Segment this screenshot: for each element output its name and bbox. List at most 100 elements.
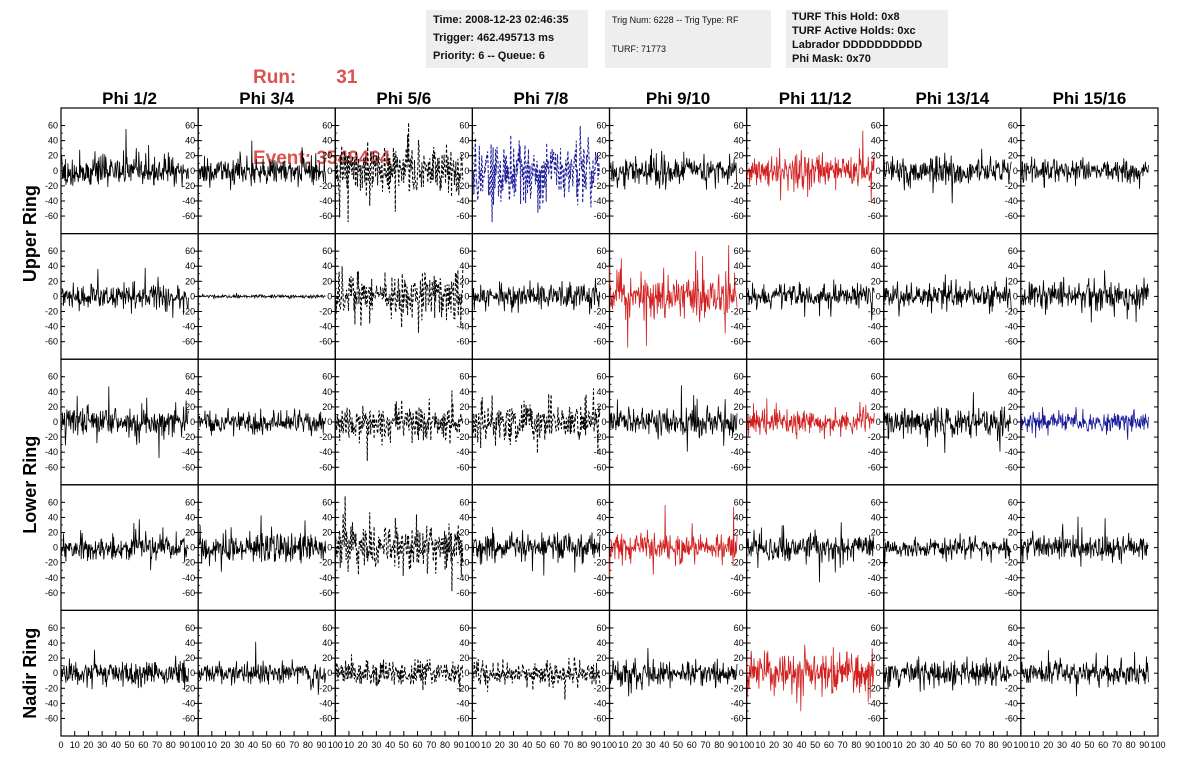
x-tick-label: 90: [1139, 740, 1149, 750]
y-tick-label: 20: [1008, 528, 1018, 538]
x-tick-label: 30: [646, 740, 656, 750]
y-tick-label: -20: [731, 181, 744, 191]
y-tick-label: 20: [1008, 151, 1018, 161]
y-tick-label: -40: [731, 447, 744, 457]
y-tick-label: -20: [319, 683, 332, 693]
y-tick-label: -20: [1005, 432, 1018, 442]
y-tick-label: 0: [1013, 166, 1018, 176]
y-tick-label: 0: [601, 166, 606, 176]
waveform-trace: [197, 515, 327, 572]
x-tick-label: 10: [1030, 740, 1040, 750]
column-title: Phi 1/2: [102, 89, 157, 108]
y-tick-label: 60: [596, 121, 606, 131]
y-tick-label: 20: [322, 653, 332, 663]
waveform-trace: [471, 388, 601, 454]
waveform-trace: [746, 522, 875, 583]
y-tick-label: 0: [739, 668, 744, 678]
waveform-trace: [334, 496, 464, 592]
y-tick-label: -60: [1005, 337, 1018, 347]
y-tick-label: 20: [871, 528, 881, 538]
y-tick-label: 60: [322, 497, 332, 507]
priority-line: Priority: 6 -- Queue: 6: [433, 50, 545, 62]
y-tick-label: 60: [459, 372, 469, 382]
y-tick-label: -20: [593, 683, 606, 693]
x-tick-label: 90: [179, 740, 189, 750]
y-tick-label: -40: [868, 447, 881, 457]
y-tick-label: -60: [319, 337, 332, 347]
y-tick-label: -40: [593, 698, 606, 708]
y-tick-label: 0: [327, 166, 332, 176]
y-tick-label: -20: [868, 683, 881, 693]
y-tick-label: 20: [596, 528, 606, 538]
y-tick-label: 0: [190, 668, 195, 678]
y-tick-label: -40: [731, 573, 744, 583]
y-tick-label: -60: [731, 588, 744, 598]
y-tick-label: -40: [1005, 447, 1018, 457]
y-tick-label: -20: [456, 181, 469, 191]
y-tick-label: 0: [1013, 543, 1018, 553]
x-tick-label: 40: [385, 740, 395, 750]
y-tick-label: 20: [596, 402, 606, 412]
event-label: Event:: [253, 148, 312, 169]
y-tick-label: 60: [1008, 121, 1018, 131]
waveform-trace: [1020, 407, 1149, 440]
x-tick-label: 80: [1126, 740, 1136, 750]
x-tick-label: 40: [111, 740, 121, 750]
y-tick-label: 20: [185, 402, 195, 412]
y-tick-label: 40: [596, 512, 606, 522]
waveform-trace: [883, 656, 1012, 692]
x-tick-label: 40: [1071, 740, 1081, 750]
y-tick-label: -60: [593, 462, 606, 472]
y-tick-label: -60: [1005, 588, 1018, 598]
waveform-trace: [197, 140, 327, 191]
x-tick-label: 60: [1098, 740, 1108, 750]
y-tick-label: 20: [459, 151, 469, 161]
y-tick-label: -20: [182, 432, 195, 442]
y-tick-label: -40: [182, 698, 195, 708]
y-tick-label: -40: [182, 447, 195, 457]
y-tick-label: -40: [1005, 322, 1018, 332]
y-tick-label: 60: [185, 246, 195, 256]
y-tick-label: 60: [185, 497, 195, 507]
y-tick-label: 20: [871, 402, 881, 412]
x-tick-label: 50: [262, 740, 272, 750]
waveform-trace: [1020, 516, 1149, 567]
x-tick-label: 90: [865, 740, 875, 750]
row-label: Lower Ring: [20, 436, 40, 534]
y-tick-label: 40: [734, 261, 744, 271]
y-tick-label: -40: [456, 322, 469, 332]
y-tick-label: 20: [322, 276, 332, 286]
x-tick-label: 10: [344, 740, 354, 750]
y-tick-label: 0: [1013, 668, 1018, 678]
waveform-trace: [471, 125, 601, 223]
y-tick-label: -40: [593, 573, 606, 583]
y-tick-label: 40: [459, 512, 469, 522]
labrador-line: Labrador DDDDDDDDDD: [792, 39, 923, 51]
y-tick-label: -20: [1005, 181, 1018, 191]
y-tick-label: 40: [734, 136, 744, 146]
y-tick-label: 20: [459, 528, 469, 538]
y-tick-label: 20: [322, 402, 332, 412]
y-tick-label: -40: [1005, 196, 1018, 206]
y-tick-label: 40: [734, 387, 744, 397]
y-tick-label: 20: [48, 653, 58, 663]
x-tick-label: 40: [248, 740, 258, 750]
y-tick-label: 0: [601, 543, 606, 553]
y-tick-label: 60: [1008, 246, 1018, 256]
row-label: Upper Ring: [20, 185, 40, 282]
y-tick-label: -60: [593, 713, 606, 723]
x-tick-label: 100: [191, 740, 206, 750]
x-tick-label: 20: [632, 740, 642, 750]
column-title: Phi 3/4: [239, 89, 294, 108]
y-tick-label: 60: [871, 372, 881, 382]
waveform-trace: [335, 122, 464, 223]
y-tick-label: -20: [456, 558, 469, 568]
y-tick-label: -20: [319, 181, 332, 191]
y-tick-label: 60: [871, 121, 881, 131]
y-tick-label: 60: [734, 121, 744, 131]
y-tick-label: 60: [48, 121, 58, 131]
run-value: 31: [336, 67, 358, 88]
y-tick-label: 0: [601, 291, 606, 301]
y-tick-label: 60: [459, 623, 469, 633]
y-tick-label: -20: [593, 181, 606, 191]
